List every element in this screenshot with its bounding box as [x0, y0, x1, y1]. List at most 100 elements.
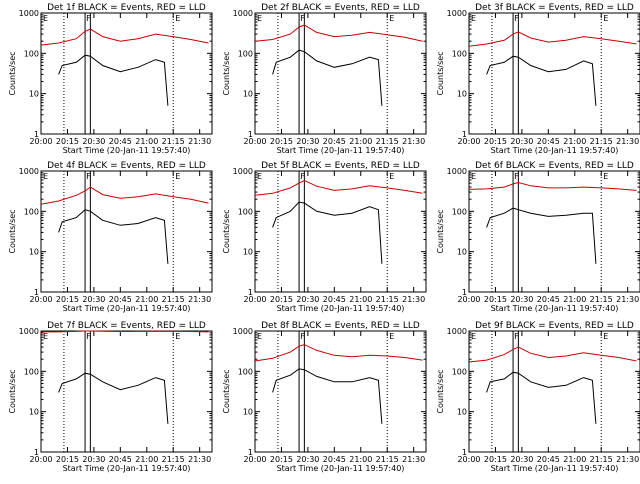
eclipse-marker-label: E — [389, 332, 394, 341]
y-tick-label: 1000 — [233, 167, 253, 176]
series-line-lld — [41, 330, 209, 333]
detector-panel-1: Det 1f BLACK = Events, RED = LLD 1 10 100 10… — [8, 3, 213, 155]
panel-title: Det 7f BLACK = Events, RED = LLD — [47, 321, 206, 331]
flare-marker-label: F — [86, 172, 91, 181]
y-tick-label: 100 — [238, 207, 253, 216]
x-tick-label: 20:30 — [510, 295, 533, 304]
x-tick-label: 21:30 — [616, 295, 639, 304]
x-tick-label: 21:00 — [135, 455, 158, 464]
series-line-events — [272, 49, 383, 106]
plot-frame — [468, 170, 640, 293]
x-tick-label: 20:15 — [484, 295, 507, 304]
x-tick-label: 20:15 — [56, 455, 79, 464]
series-line-lld — [254, 344, 423, 362]
x-tick-label: 20:45 — [537, 137, 560, 146]
x-axis-label: Start Time (20-Jan-11 19:57:40) — [491, 464, 619, 473]
x-tick-label: 20:45 — [537, 295, 560, 304]
detector-panel-7: Det 7f BLACK = Events, RED = LLD 1 10 100 10… — [8, 321, 213, 473]
x-axis-label: Start Time (20-Jan-11 19:57:40) — [277, 304, 405, 313]
x-tick-label: 21:00 — [349, 455, 372, 464]
x-tick-label: 20:45 — [323, 137, 346, 146]
y-tick-label: 1000 — [19, 167, 39, 176]
y-tick-label: 1 — [462, 130, 467, 139]
x-tick-label: 21:15 — [376, 455, 399, 464]
y-tick-label: 1 — [248, 448, 253, 457]
panel-title: Det 8f BLACK = Events, RED = LLD — [261, 321, 420, 331]
series-line-events — [58, 372, 169, 424]
x-axis-label: Start Time (20-Jan-11 19:57:40) — [63, 464, 191, 473]
y-tick-label: 10 — [457, 90, 467, 99]
x-tick-label: 20:30 — [82, 137, 105, 146]
series-line-events — [272, 201, 383, 264]
detector-panel-3: Det 3f BLACK = Events, RED = LLD 1 10 100 10… — [436, 3, 640, 155]
x-tick-label: 21:30 — [402, 295, 425, 304]
eclipse-marker-label: E — [471, 332, 476, 341]
x-axis-label: Start Time (20-Jan-11 19:57:40) — [491, 146, 619, 155]
plot-frame — [40, 12, 213, 135]
eclipse-marker-label: E — [175, 172, 180, 181]
series-line-events — [486, 371, 597, 424]
x-tick-label: 21:00 — [349, 295, 372, 304]
flare-marker-label: F — [300, 14, 305, 23]
eclipse-marker-label: E — [43, 14, 48, 23]
eclipse-marker-label: E — [389, 14, 394, 23]
x-tick-label: 21:15 — [590, 455, 613, 464]
panel-title: Det 9f BLACK = Events, RED = LLD — [475, 321, 634, 331]
y-tick-label: 1 — [462, 288, 467, 297]
y-axis-label: Counts/sec — [8, 369, 17, 413]
y-axis-label: Counts/sec — [222, 209, 231, 253]
panel-title: Det 4f BLACK = Events, RED = LLD — [47, 161, 206, 171]
plot-frame — [254, 12, 427, 135]
x-tick-label: 21:15 — [162, 455, 185, 464]
detector-panel-4: Det 4f BLACK = Events, RED = LLD 1 10 100 10… — [8, 161, 213, 313]
y-tick-label: 1 — [34, 288, 39, 297]
y-tick-label: 1 — [248, 130, 253, 139]
x-tick-label: 21:00 — [563, 455, 586, 464]
x-tick-label: 21:00 — [349, 137, 372, 146]
y-tick-label: 10 — [243, 90, 253, 99]
eclipse-marker-label: E — [471, 14, 476, 23]
eclipse-marker-label: E — [43, 332, 48, 341]
series-line-events — [486, 55, 597, 106]
x-tick-label: 20:45 — [109, 137, 132, 146]
y-tick-label: 1 — [34, 448, 39, 457]
x-tick-label: 21:15 — [162, 295, 185, 304]
x-tick-label: 20:00 — [457, 137, 480, 146]
series-line-events — [272, 368, 383, 424]
x-tick-label: 21:30 — [188, 295, 211, 304]
eclipse-marker-label: E — [257, 332, 262, 341]
flare-marker-label: F — [300, 332, 305, 341]
y-tick-label: 1000 — [19, 9, 39, 18]
y-tick-label: 100 — [452, 207, 467, 216]
x-tick-label: 20:00 — [243, 137, 266, 146]
y-tick-label: 1 — [248, 288, 253, 297]
x-tick-label: 20:30 — [510, 137, 533, 146]
plot-frame — [254, 170, 427, 293]
y-tick-label: 100 — [24, 207, 39, 216]
y-tick-label: 10 — [457, 408, 467, 417]
y-tick-label: 100 — [238, 367, 253, 376]
plot-frame — [468, 12, 640, 135]
x-tick-label: 20:45 — [109, 455, 132, 464]
x-tick-label: 20:45 — [323, 455, 346, 464]
x-tick-label: 20:15 — [484, 455, 507, 464]
series-line-lld — [254, 24, 423, 42]
x-tick-label: 20:15 — [56, 137, 79, 146]
x-tick-label: 20:00 — [243, 455, 266, 464]
y-axis-label: Counts/sec — [222, 51, 231, 95]
x-tick-label: 20:00 — [29, 455, 52, 464]
y-tick-label: 100 — [24, 49, 39, 58]
detector-panel-6: Det 6f BLACK = Events, RED = LLD 1 10 100 10… — [436, 161, 640, 313]
x-tick-label: 21:00 — [135, 295, 158, 304]
x-tick-label: 21:30 — [188, 137, 211, 146]
eclipse-marker-label: E — [257, 14, 262, 23]
flare-marker-label: F — [514, 172, 519, 181]
x-tick-label: 21:15 — [590, 295, 613, 304]
y-axis-label: Counts/sec — [436, 369, 445, 413]
plot-frame — [254, 330, 427, 453]
panel-title: Det 2f BLACK = Events, RED = LLD — [261, 3, 420, 13]
eclipse-marker-label: E — [389, 172, 394, 181]
x-tick-label: 20:30 — [296, 137, 319, 146]
